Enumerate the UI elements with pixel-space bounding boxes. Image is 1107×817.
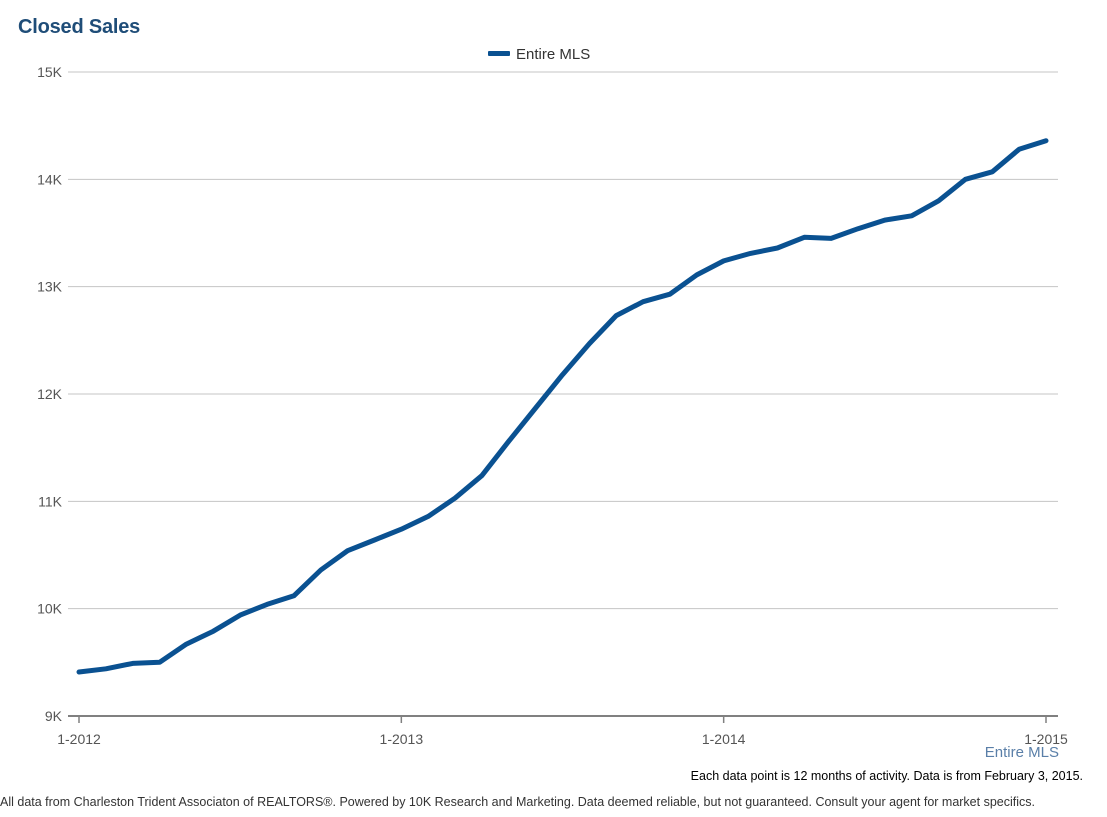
y-tick-label: 14K	[37, 171, 63, 187]
x-axis: 1-2012 1-2013 1-2014 1-2015	[57, 715, 1068, 747]
legend-label: Entire MLS	[516, 46, 590, 63]
x-tick-label: 1-2014	[702, 731, 746, 747]
gridlines	[68, 71, 1058, 610]
y-tick-label: 9K	[45, 708, 63, 724]
y-axis-labels: 9K 10K 11K 12K 13K 14K 15K	[37, 64, 63, 724]
x-tick-label: 1-2012	[57, 731, 101, 747]
y-tick-label: 13K	[37, 279, 63, 295]
legend-swatch	[488, 51, 510, 56]
x-tick-label: 1-2013	[380, 731, 424, 747]
series-layer	[76, 138, 1049, 675]
chart-title: Closed Sales	[18, 16, 141, 38]
y-tick-label: 11K	[38, 493, 63, 509]
disclaimer: All data from Charleston Trident Associa…	[0, 795, 1035, 809]
series-line[interactable]	[76, 138, 1049, 675]
series-source-label: Entire MLS	[984, 744, 1059, 761]
y-tick-label: 10K	[37, 601, 63, 617]
x-tick-label: 1-2015	[1024, 731, 1068, 747]
legend[interactable]: Entire MLS	[488, 46, 590, 63]
data-note: Each data point is 12 months of activity…	[690, 769, 1083, 783]
y-tick-label: 12K	[37, 386, 63, 402]
y-tick-label: 15K	[37, 64, 63, 80]
